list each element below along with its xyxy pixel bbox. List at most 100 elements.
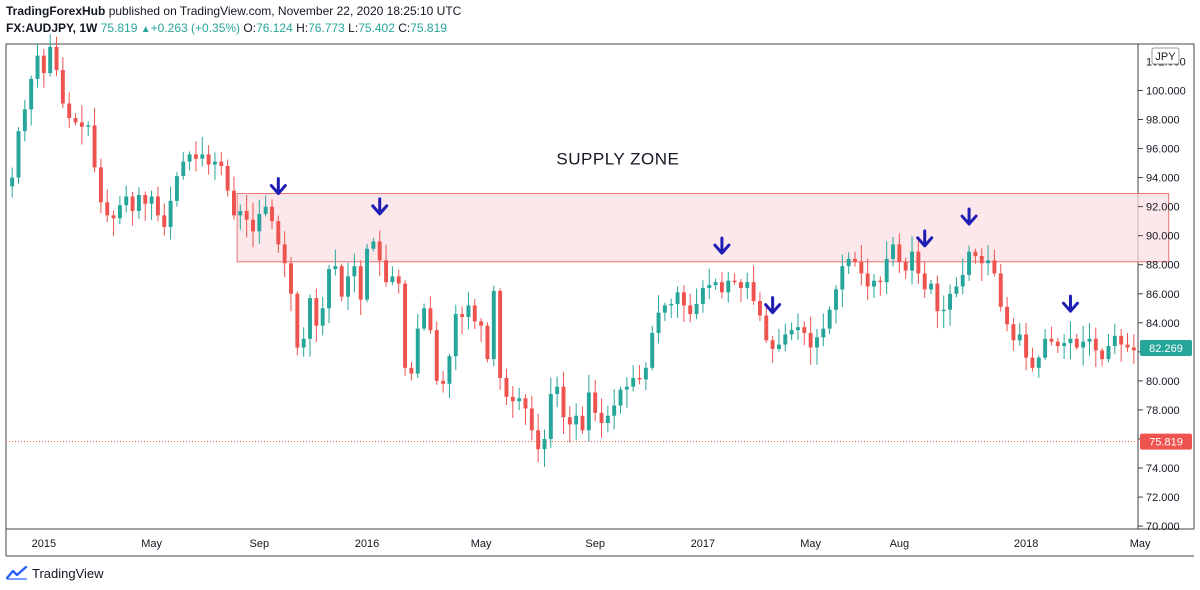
time-axis-ticks: 2015 May Sep 2016 May Sep 2017 May Aug 2018 May <box>32 538 1151 550</box>
tradingview-brand[interactable]: TradingView <box>32 565 104 581</box>
time-tick-label: May <box>141 538 162 550</box>
time-tick-label: Sep <box>585 538 605 550</box>
candle <box>650 325 655 371</box>
candle <box>935 275 940 329</box>
candle-body <box>60 70 65 104</box>
price-tick-label: 98.000 <box>1146 115 1180 127</box>
candle-body <box>339 266 344 297</box>
candle <box>986 245 991 276</box>
candle-body <box>1055 341 1060 347</box>
low-value: 75.402 <box>358 21 395 35</box>
candle <box>745 272 750 299</box>
candle <box>206 145 211 175</box>
candle-body <box>599 412 604 423</box>
candle <box>1055 338 1060 354</box>
candle-body <box>1005 306 1010 325</box>
candle <box>415 313 420 378</box>
candle-body <box>878 280 883 283</box>
candle <box>669 298 674 319</box>
time-tick-label: 2015 <box>32 538 56 550</box>
candle <box>529 395 534 441</box>
close-label: C: <box>398 21 411 35</box>
candle-body <box>916 251 921 274</box>
candle <box>428 296 433 334</box>
candle-body <box>1125 344 1130 348</box>
candle <box>453 304 458 371</box>
candle-body <box>282 244 287 264</box>
candle <box>282 231 287 278</box>
time-tick-label: 2016 <box>355 538 379 550</box>
candle <box>776 328 781 352</box>
candle-body <box>998 273 1003 307</box>
candle-body <box>193 154 198 159</box>
candle <box>327 264 331 324</box>
candle-body <box>529 408 534 431</box>
candle-body <box>631 377 636 387</box>
candle-body <box>1106 346 1111 360</box>
candle <box>688 293 693 323</box>
arrow-markers <box>269 177 1079 315</box>
supply-zone-label: SUPPLY ZONE <box>556 150 679 169</box>
candle <box>827 306 832 335</box>
candle-body <box>853 258 857 262</box>
candle-body <box>48 46 53 74</box>
price-tick-label: 78.000 <box>1146 405 1180 417</box>
candle <box>149 190 154 221</box>
candle <box>212 152 217 181</box>
candle-body <box>314 298 319 326</box>
candle <box>897 233 902 274</box>
price-tick-label: 74.000 <box>1146 463 1180 475</box>
currency-badge[interactable]: JPY <box>1151 47 1180 65</box>
candle-body <box>624 386 629 390</box>
candle <box>396 269 401 294</box>
tradingview-logo-icon[interactable] <box>6 566 28 580</box>
candle-body <box>270 206 274 222</box>
candle-body <box>1074 338 1079 348</box>
candle <box>834 285 838 324</box>
candle-body <box>415 328 420 374</box>
symbol-name[interactable]: FX:AUDJPY, 1W <box>6 21 98 35</box>
candle-body <box>719 282 724 293</box>
candle <box>662 302 667 322</box>
candle-body <box>700 287 705 304</box>
candle-body <box>149 196 154 204</box>
publish-info: published on TradingView.com, November 2… <box>108 4 462 18</box>
candle-body <box>10 177 15 187</box>
candles-series <box>10 34 1136 467</box>
time-tick-label: May <box>800 538 821 550</box>
candle <box>605 405 610 433</box>
publisher-name[interactable]: TradingForexHub <box>6 4 106 18</box>
candle <box>98 158 103 214</box>
candle-body <box>910 251 914 271</box>
candle <box>270 199 274 230</box>
candle-body <box>510 396 515 402</box>
price-tick-label: 86.000 <box>1146 289 1180 301</box>
candle-body <box>757 301 762 316</box>
candle <box>16 127 21 184</box>
candle-body <box>1011 324 1016 341</box>
candle <box>764 307 769 343</box>
candle <box>1125 332 1130 352</box>
candle <box>162 203 167 236</box>
candle-body <box>827 309 832 329</box>
candle <box>1100 347 1105 367</box>
candle-body <box>846 258 851 267</box>
candle-body <box>29 78 34 110</box>
candle <box>333 249 338 276</box>
candle-body <box>130 196 135 211</box>
candle-body <box>295 293 300 348</box>
candle <box>903 257 908 279</box>
candle <box>586 374 591 442</box>
candle <box>111 210 116 237</box>
candle-body <box>776 344 781 349</box>
candle <box>130 191 135 226</box>
candle <box>67 92 72 129</box>
candle-body <box>593 392 598 413</box>
candle-body <box>200 154 205 159</box>
time-tick-label: 2017 <box>691 538 715 550</box>
candle-body <box>174 176 179 201</box>
candle <box>593 379 598 422</box>
candle-body <box>289 263 293 294</box>
candle <box>567 406 572 443</box>
